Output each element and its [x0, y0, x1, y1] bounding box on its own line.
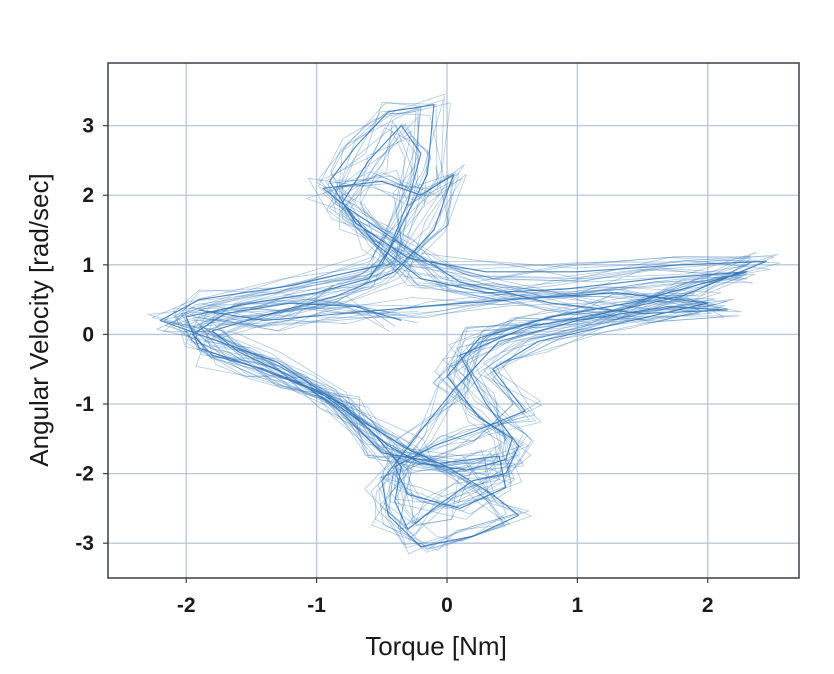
- x-tick-label: 2: [702, 594, 714, 617]
- y-tick-label: 3: [82, 115, 94, 138]
- series-line: [163, 102, 779, 555]
- x-axis-title: Torque [Nm]: [365, 631, 507, 661]
- y-tick-label: -2: [75, 463, 94, 486]
- data-lines: [147, 93, 781, 555]
- y-tick-label: -3: [75, 532, 94, 555]
- x-tick-label: -1: [307, 594, 326, 617]
- plot-background: [108, 63, 799, 578]
- y-tick-label: -1: [75, 393, 94, 416]
- x-tick-label: -2: [177, 594, 196, 617]
- series-line: [164, 93, 756, 550]
- x-tick-label: 0: [441, 594, 453, 617]
- y-tick-label: 1: [82, 254, 94, 277]
- y-tick-label: 0: [82, 323, 94, 346]
- x-tick-label: 1: [572, 594, 584, 617]
- plot-frame: [107, 62, 800, 579]
- series-line: [163, 102, 757, 550]
- series-line: [174, 108, 771, 549]
- series-line: [156, 107, 775, 545]
- series-line: [164, 112, 751, 551]
- y-axis-title: Angular Velocity [rad/sec]: [24, 173, 54, 466]
- y-tick-label: 2: [82, 184, 94, 207]
- series-line: [159, 104, 767, 548]
- series-line: [147, 102, 749, 548]
- ticks: -2 -1 0 1 2 -3 -2 -1 0 1 2 3: [75, 115, 713, 617]
- series-line: [172, 99, 758, 553]
- series-line: [152, 111, 781, 542]
